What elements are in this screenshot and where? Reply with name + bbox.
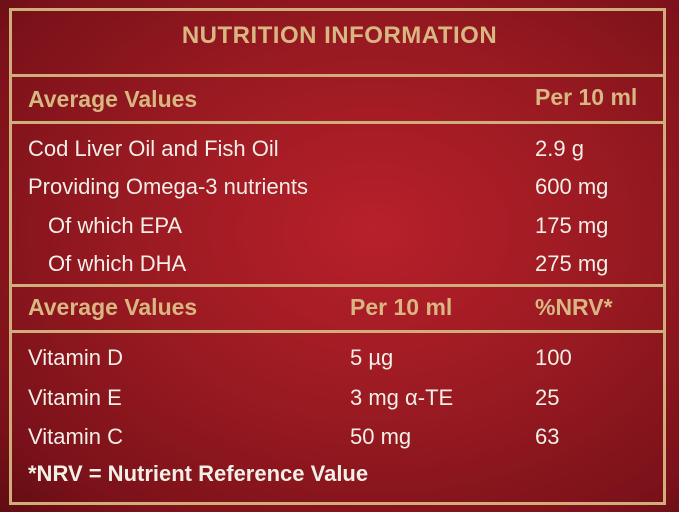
footnote: *NRV = Nutrient Reference Value: [28, 461, 369, 486]
row-label: Cod Liver Oil and Fish Oil: [28, 136, 279, 161]
divider-header-2: [9, 330, 666, 333]
divider-section: [9, 284, 666, 287]
nutrition-panel: [9, 8, 666, 505]
divider-title: [9, 74, 666, 77]
section2-header-per: Per 10 ml: [350, 294, 453, 320]
vitamin-amount: 50 mg: [350, 424, 412, 449]
row-label: Providing Omega-3 nutrients: [28, 174, 309, 199]
vitamin-nrv: 25: [535, 385, 560, 410]
row-value: 600 mg: [535, 174, 609, 199]
section2-header-label: Average Values: [28, 294, 198, 320]
vitamin-label: Vitamin E: [28, 385, 122, 410]
row-value: 275 mg: [535, 251, 609, 276]
vitamin-label: Vitamin D: [28, 345, 123, 370]
section1-header-per: Per 10 ml: [535, 84, 638, 110]
section2-header-nrv: %NRV*: [535, 294, 613, 320]
vitamin-nrv: 63: [535, 424, 560, 449]
section1-header-label: Average Values: [28, 86, 198, 112]
panel-title: NUTRITION INFORMATION: [181, 22, 498, 49]
vitamin-nrv: 100: [535, 345, 572, 370]
vitamin-amount: 5 µg: [350, 345, 394, 370]
vitamin-amount: 3 mg α-TE: [350, 385, 454, 410]
vitamin-label: Vitamin C: [28, 424, 123, 449]
row-label: Of which EPA: [48, 213, 183, 238]
row-value: 175 mg: [535, 213, 609, 238]
row-value: 2.9 g: [535, 136, 584, 161]
row-label: Of which DHA: [48, 251, 187, 276]
divider-header-1: [9, 121, 666, 124]
